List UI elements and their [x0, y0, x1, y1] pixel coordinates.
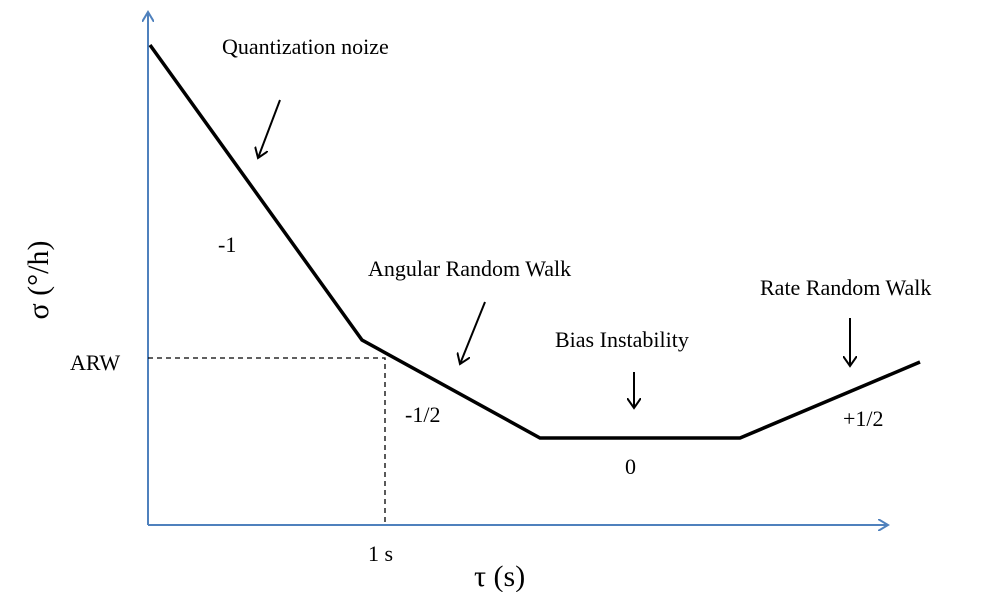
label: Rate Random Walk	[760, 275, 931, 300]
x-axis-label: τ (s)	[474, 560, 525, 592]
slope: 0	[625, 454, 636, 479]
marker-label: 1 s	[368, 541, 393, 566]
slope: +1/2	[843, 406, 884, 431]
arw-guide	[148, 357, 386, 525]
y-axis-label: σ (°/h)	[22, 241, 55, 320]
label: Quantization noize	[222, 34, 389, 59]
slope: -1	[218, 232, 236, 257]
label: Bias Instability	[555, 327, 689, 352]
allan-curve	[148, 43, 921, 440]
marker-label: ARW	[70, 350, 120, 375]
slope: -1/2	[405, 402, 440, 427]
label: Angular Random Walk	[368, 256, 571, 281]
arrow	[460, 301, 486, 364]
arrow	[258, 99, 281, 158]
